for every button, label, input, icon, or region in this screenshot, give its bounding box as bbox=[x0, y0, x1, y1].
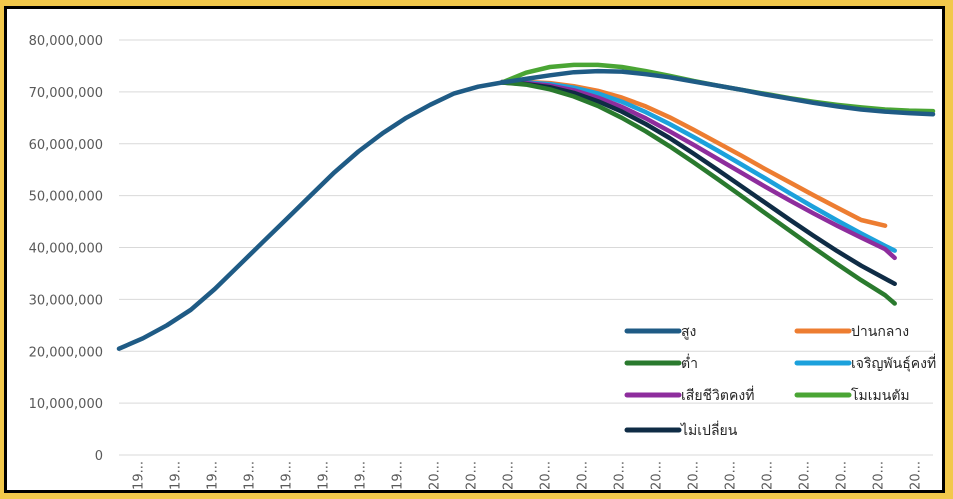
x-tick-label-16: 20... bbox=[724, 461, 739, 490]
series-line-3 bbox=[499, 79, 897, 253]
x-tick-label-5: 19... bbox=[317, 461, 332, 490]
x-tick-label-14: 20... bbox=[650, 461, 665, 490]
x-tick-label-18: 20... bbox=[798, 461, 813, 490]
chart-frame: 0 10,000,000 20,000,000 30,000,000 40,000,00… bbox=[4, 6, 945, 493]
y-tick-label-5: 50,000,000 bbox=[29, 190, 103, 205]
series-line-0 bbox=[116, 68, 936, 351]
x-tick-label-8: 20... bbox=[428, 461, 443, 490]
legend-label-4: เสียชีวิตคงที่ bbox=[681, 386, 754, 404]
x-tick-label-1: 19... bbox=[169, 461, 184, 490]
legend-label-5: โมเมนตัม bbox=[851, 387, 910, 404]
y-tick-label-6: 60,000,000 bbox=[29, 138, 103, 153]
series-line-6 bbox=[499, 80, 897, 287]
y-tick-label-4: 40,000,000 bbox=[29, 242, 103, 257]
y-tick-label-0: 0 bbox=[95, 449, 103, 464]
x-tick-label-13: 20... bbox=[613, 461, 628, 490]
legend-label-6: ไม่เปลี่ยน bbox=[680, 421, 738, 439]
legend-label-0: สูง bbox=[681, 324, 696, 340]
x-tick-label-2: 19... bbox=[206, 461, 221, 490]
legend-label-3: เจริญพันธุ์คงที่ bbox=[851, 354, 936, 372]
series-lines bbox=[116, 62, 936, 351]
y-tick-label-7: 70,000,000 bbox=[29, 86, 103, 101]
population-line-chart: 0 10,000,000 20,000,000 30,000,000 40,000,00… bbox=[29, 34, 937, 490]
y-tick-label-1: 10,000,000 bbox=[29, 397, 103, 412]
x-tick-label-21: 20... bbox=[909, 461, 924, 490]
series-line-4 bbox=[499, 79, 897, 261]
y-axis-tick-labels: 0 10,000,000 20,000,000 30,000,000 40,000,00… bbox=[29, 34, 103, 464]
x-tick-label-0: 19... bbox=[132, 461, 147, 490]
x-tick-label-9: 20... bbox=[465, 461, 480, 490]
x-tick-label-15: 20... bbox=[687, 461, 702, 490]
x-tick-label-17: 20... bbox=[761, 461, 776, 490]
y-tick-label-2: 20,000,000 bbox=[29, 345, 103, 360]
x-tick-label-20: 20... bbox=[872, 461, 887, 490]
y-tick-label-8: 80,000,000 bbox=[29, 34, 103, 49]
series-line-2 bbox=[499, 80, 897, 306]
x-tick-label-19: 20... bbox=[835, 461, 850, 490]
x-tick-label-4: 19... bbox=[280, 461, 295, 490]
y-tick-label-3: 30,000,000 bbox=[29, 293, 103, 308]
legend-label-2: ต่ำ bbox=[681, 354, 698, 372]
x-tick-label-12: 20... bbox=[576, 461, 591, 490]
x-axis-tick-labels: 19... 19... 19... 19... 19... 19... 19... 19...… bbox=[132, 461, 924, 490]
legend-label-1: ปานกลาง bbox=[851, 324, 909, 340]
x-tick-label-6: 19... bbox=[354, 461, 369, 490]
x-tick-label-3: 19... bbox=[243, 461, 258, 490]
x-tick-label-11: 20... bbox=[539, 461, 554, 490]
x-tick-label-7: 19... bbox=[391, 461, 406, 490]
x-tick-label-10: 20... bbox=[502, 461, 517, 490]
